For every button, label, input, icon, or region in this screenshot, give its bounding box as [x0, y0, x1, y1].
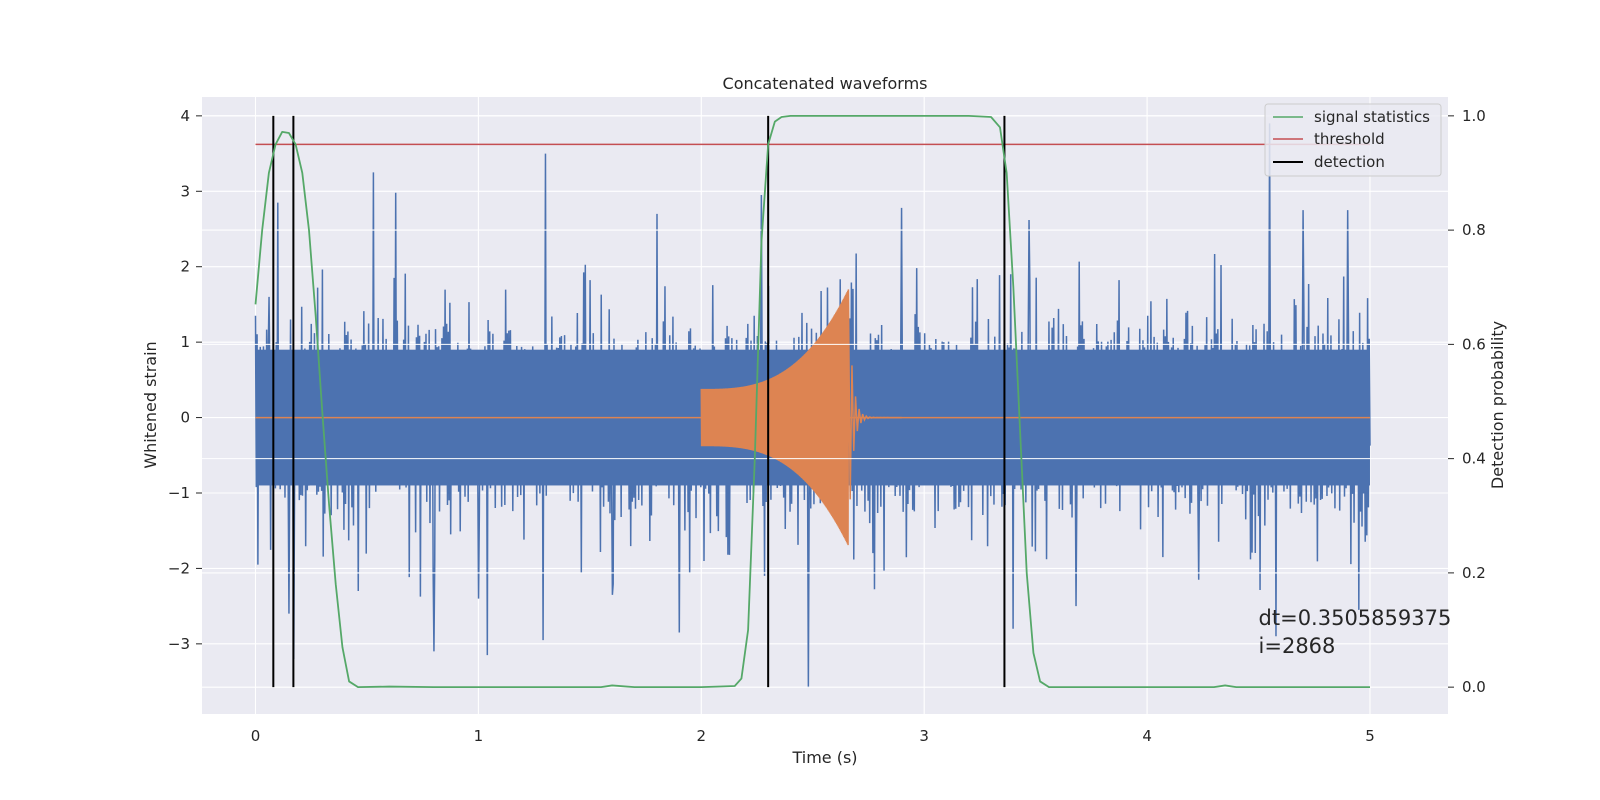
series-layer: [202, 114, 1448, 689]
template-waveform-line: [700, 289, 902, 546]
y-tick-label: −1: [168, 484, 190, 502]
axes: 0 1 2 3 4 5 −3 −2 −1 0 1 2 3 4 0.0 0.2 0.4 0.6 0.8 1.0: [168, 107, 1486, 745]
y2-tick-label: 0.6: [1462, 335, 1486, 353]
y-tick-label: −3: [168, 635, 190, 653]
signal-statistics-line: [254, 114, 1370, 689]
y-tick-label: 3: [180, 182, 190, 200]
y-tick-label: 4: [180, 107, 190, 125]
x-tick-label: 0: [251, 727, 261, 745]
legend-label-threshold: threshold: [1314, 130, 1385, 148]
legend-frame: [1264, 103, 1442, 177]
x-tick-label: 1: [474, 727, 484, 745]
x-tick-label: 3: [919, 727, 929, 745]
y-axis-label: Whitened strain: [141, 341, 160, 468]
legend: signal statistics threshold detection: [1264, 103, 1442, 177]
annotation-dt: dt=0.3505859375: [1259, 606, 1452, 630]
x-tick-label: 4: [1142, 727, 1152, 745]
y2-tick-label: 0.0: [1462, 678, 1486, 696]
x-tick-label: 5: [1365, 727, 1375, 745]
y2-tick-label: 0.4: [1462, 450, 1486, 468]
x-axis-label: Time (s): [791, 748, 857, 767]
chart-title: Concatenated waveforms: [723, 74, 928, 93]
x-tick-label: 2: [697, 727, 707, 745]
legend-label-detection: detection: [1314, 153, 1385, 171]
legend-label-signal-statistics: signal statistics: [1314, 108, 1430, 126]
annotation-index: i=2868: [1259, 634, 1336, 658]
y-tick-label: 2: [180, 258, 190, 276]
y2-tick-label: 0.2: [1462, 564, 1486, 582]
y-tick-label: 1: [180, 333, 190, 351]
y2-tick-label: 1.0: [1462, 107, 1486, 125]
y2-tick-label: 0.8: [1462, 221, 1486, 239]
y2-axis-label: Detection probability: [1488, 321, 1507, 489]
y-tick-label: −2: [168, 559, 190, 577]
y-tick-label: 0: [180, 409, 190, 427]
